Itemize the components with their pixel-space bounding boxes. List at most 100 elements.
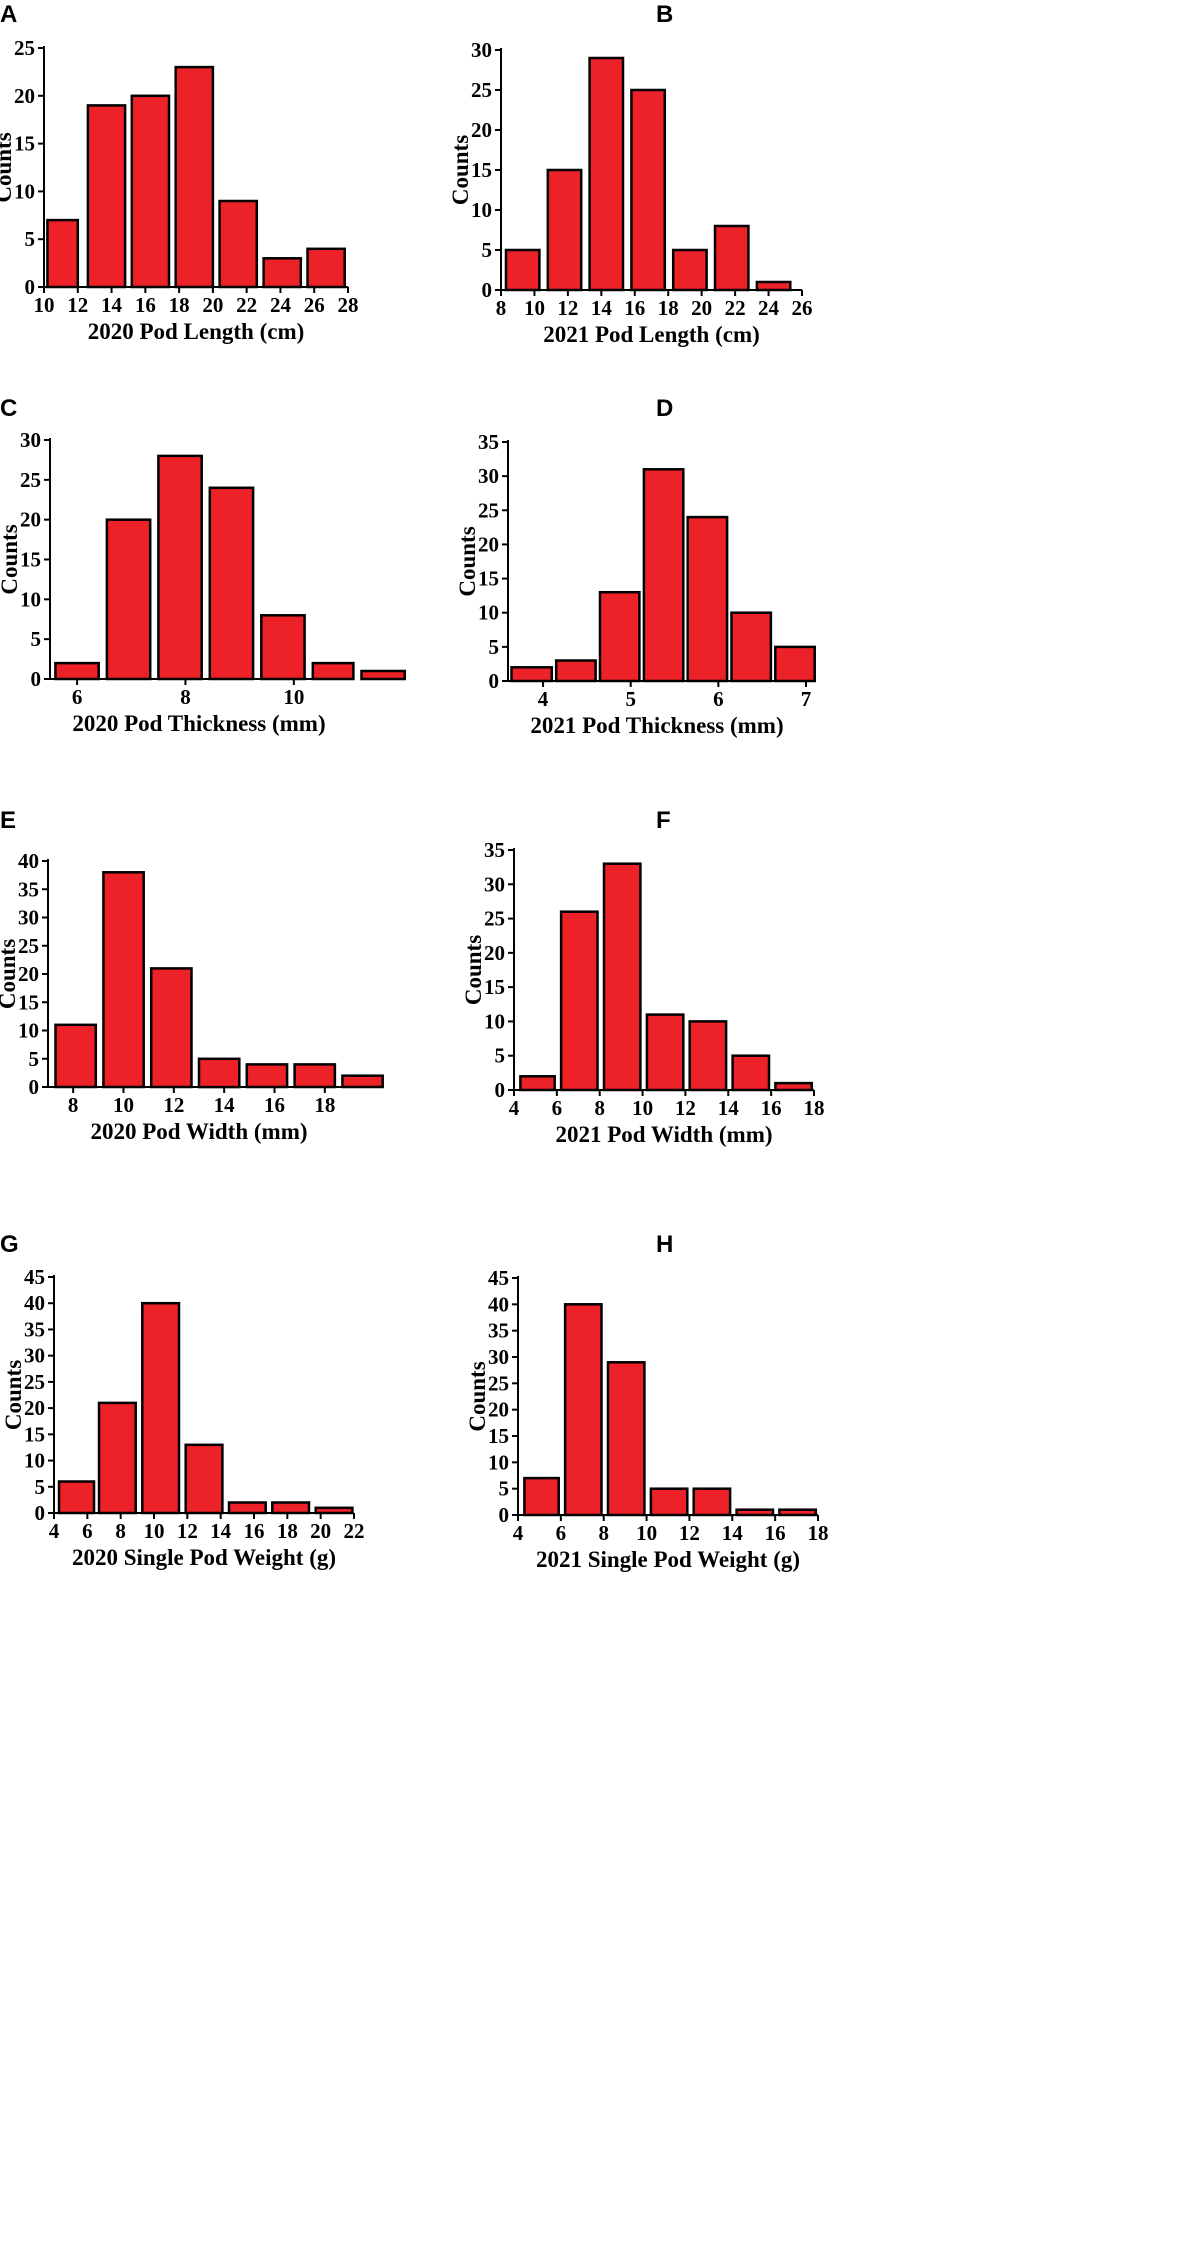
y-tick-label: 15 — [18, 990, 39, 1014]
histogram-bar — [227, 1501, 267, 1515]
x-tick-label: 16 — [135, 293, 156, 317]
y-tick-label: 10 — [14, 179, 35, 203]
x-tick-label: 14 — [101, 293, 123, 317]
y-tick-label: 20 — [488, 1398, 509, 1422]
x-axis-label: 2020 Pod Width (mm) — [90, 1119, 307, 1144]
histogram-bar — [262, 257, 303, 289]
y-tick-label: 10 — [478, 601, 499, 625]
x-tick-label: 6 — [713, 687, 724, 711]
y-tick-label: 15 — [484, 975, 505, 999]
histogram-bar — [523, 1476, 560, 1517]
panel-letter: A — [0, 1, 17, 28]
y-tick-label: 30 — [20, 428, 41, 452]
histogram-bar — [105, 518, 152, 681]
x-axis-label: 2021 Pod Thickness (mm) — [530, 713, 783, 738]
x-tick-label: 12 — [557, 296, 578, 320]
panel-letter: G — [0, 1231, 19, 1258]
y-tick-label: 5 — [35, 1475, 46, 1499]
x-tick-label: 12 — [67, 293, 88, 317]
x-tick-label: 12 — [679, 1521, 700, 1545]
y-tick-label: 35 — [18, 877, 39, 901]
x-tick-label: 10 — [113, 1093, 134, 1117]
y-tick-label: 25 — [18, 934, 39, 958]
y-tick-label: 25 — [478, 498, 499, 522]
histogram-bar — [86, 104, 127, 289]
x-axis-label: 2020 Pod Thickness (mm) — [72, 711, 325, 736]
y-tick-label: 15 — [20, 548, 41, 572]
histogram-bar — [688, 1020, 728, 1092]
y-tick-label: 5 — [25, 227, 36, 251]
histogram-bar — [559, 910, 599, 1092]
x-tick-label: 20 — [202, 293, 223, 317]
y-tick-label: 5 — [29, 1047, 40, 1071]
histogram-bar — [774, 645, 816, 683]
y-axis-label: Counts — [0, 939, 20, 1009]
x-tick-label: 18 — [808, 1521, 829, 1545]
x-tick-label: 16 — [624, 296, 645, 320]
y-tick-label: 25 — [488, 1371, 509, 1395]
y-tick-label: 0 — [482, 278, 493, 302]
y-tick-label: 20 — [471, 118, 492, 142]
y-tick-label: 35 — [488, 1319, 509, 1343]
histogram-bar — [602, 862, 642, 1092]
y-axis-label: Counts — [461, 935, 486, 1005]
histogram-bar — [598, 590, 641, 683]
histogram-bar — [606, 1361, 646, 1517]
y-tick-label: 25 — [14, 36, 35, 60]
y-tick-label: 0 — [29, 1075, 40, 1099]
x-tick-label: 24 — [758, 296, 780, 320]
histogram-bar — [306, 247, 346, 289]
y-tick-label: 10 — [484, 1009, 505, 1033]
x-tick-label: 22 — [725, 296, 746, 320]
x-tick-label: 10 — [632, 1096, 653, 1120]
y-tick-label: 25 — [24, 1370, 45, 1394]
x-tick-label: 18 — [277, 1519, 298, 1543]
panel-letter: C — [0, 395, 17, 422]
histogram-bar — [311, 661, 355, 681]
y-tick-label: 10 — [20, 587, 41, 611]
histogram-bar — [554, 659, 597, 683]
histogram-bar — [510, 666, 554, 683]
histogram-bar — [197, 1057, 241, 1089]
x-tick-label: 5 — [625, 687, 636, 711]
y-tick-label: 10 — [488, 1450, 509, 1474]
histogram-bar — [645, 1013, 685, 1092]
y-tick-label: 30 — [24, 1344, 45, 1368]
histogram-panel-f: F 0 5 10 15 20 25 30 35 4 6 8 10 12 14 16 18 2021 Pod Wid… — [461, 807, 825, 1147]
x-tick-label: 8 — [496, 296, 507, 320]
x-axis-label: 2020 Pod Length (cm) — [88, 319, 305, 344]
y-tick-label: 5 — [499, 1477, 510, 1501]
x-tick-label: 10 — [636, 1521, 657, 1545]
histogram-panel-b: B 0 5 10 15 20 25 30 8 10 12 14 16 18 20 22 24 26 2021 Pod… — [448, 1, 813, 347]
x-tick-label: 26 — [304, 293, 325, 317]
y-tick-label: 30 — [478, 464, 499, 488]
x-tick-label: 8 — [115, 1519, 126, 1543]
x-axis-label: 2021 Pod Length (cm) — [543, 322, 760, 347]
histogram-bar — [341, 1074, 384, 1089]
histogram-bar — [642, 468, 685, 683]
x-tick-label: 12 — [163, 1093, 184, 1117]
histogram-bar — [54, 661, 100, 681]
histogram-bar — [97, 1401, 137, 1515]
histogram-bar — [588, 56, 625, 292]
x-tick-label: 12 — [177, 1519, 198, 1543]
panel-letter: E — [0, 807, 16, 834]
x-tick-label: 8 — [180, 685, 191, 709]
histogram-bar — [730, 611, 773, 683]
x-tick-label: 16 — [765, 1521, 786, 1545]
y-tick-label: 25 — [471, 78, 492, 102]
y-tick-label: 20 — [14, 84, 35, 108]
y-axis-label: Counts — [0, 132, 16, 202]
x-tick-label: 14 — [591, 296, 613, 320]
y-tick-label: 20 — [478, 532, 499, 556]
y-tick-label: 10 — [18, 1019, 39, 1043]
y-axis-label: Counts — [1, 1360, 26, 1430]
x-tick-label: 8 — [68, 1093, 79, 1117]
histogram-bar — [504, 248, 541, 292]
histogram-bar — [731, 1054, 771, 1092]
histogram-bar — [686, 515, 729, 683]
